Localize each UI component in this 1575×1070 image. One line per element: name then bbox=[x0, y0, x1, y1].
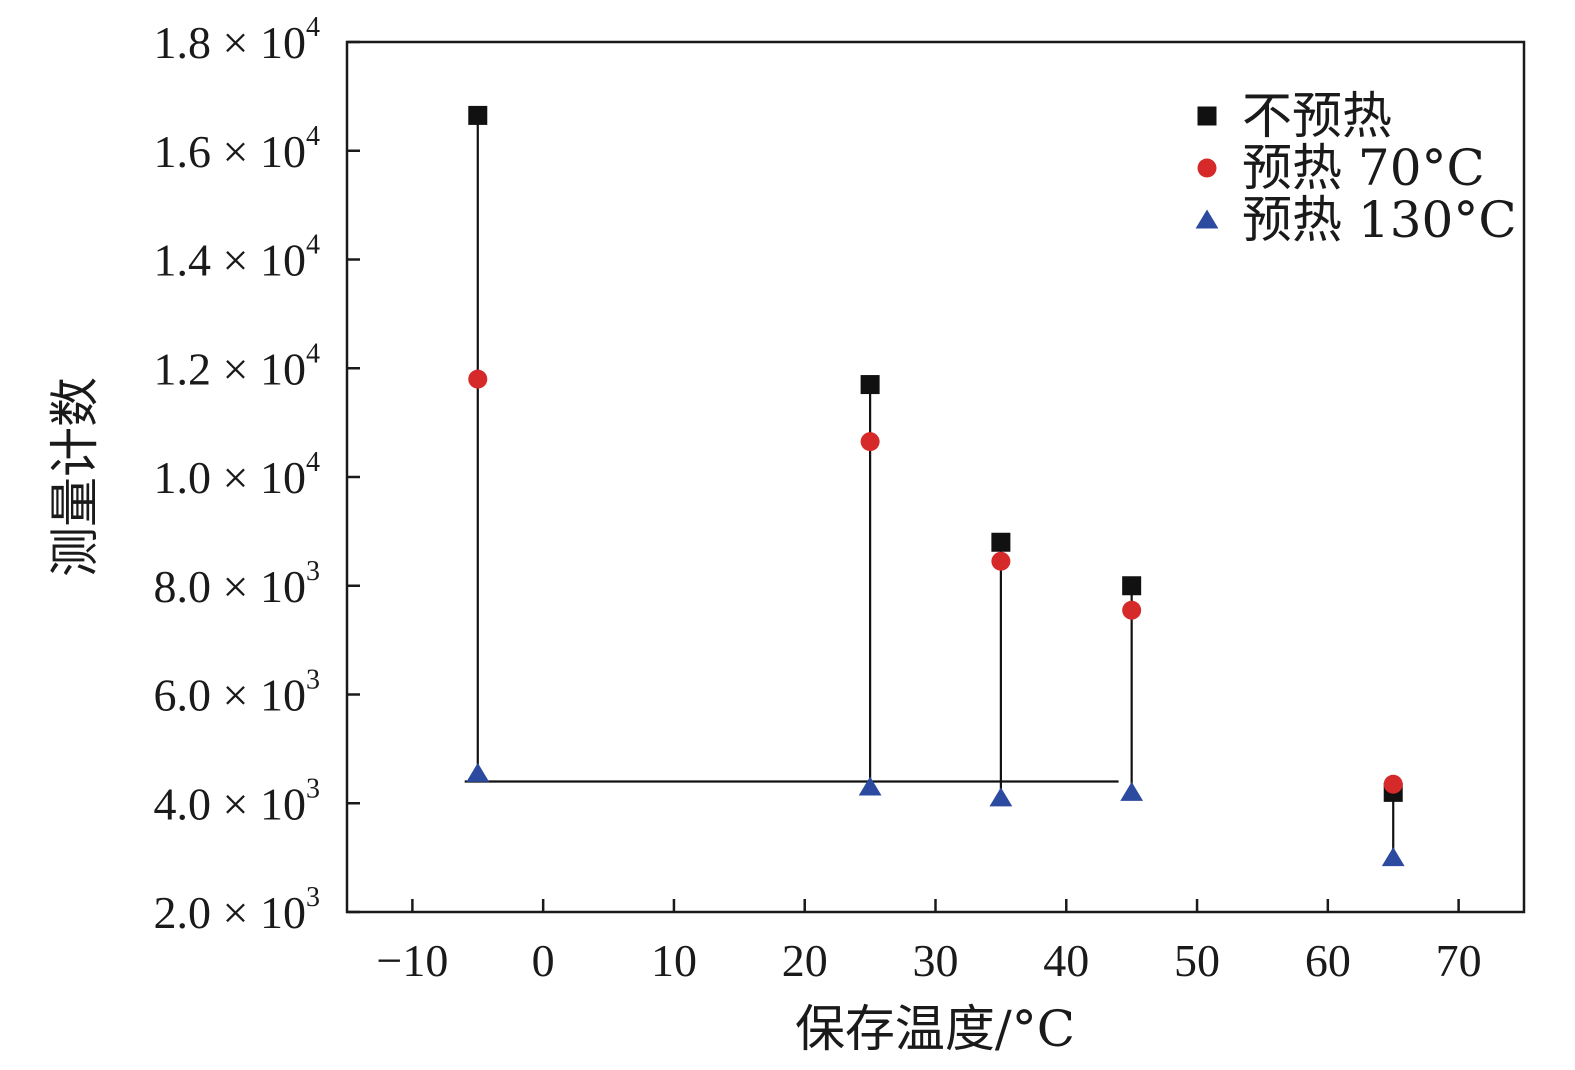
y-axis: 2.0 × 103 4.0 × 103 6.0 × 103 8.0 × 103 1.0 … bbox=[154, 12, 360, 938]
y-tick-label: 2.0 × 103 bbox=[154, 882, 320, 938]
data-point-circle bbox=[991, 551, 1011, 571]
data-point-triangle bbox=[466, 762, 490, 782]
x-axis-title: 保存温度/°C bbox=[795, 1000, 1075, 1058]
y-tick-label: 8.0 × 103 bbox=[154, 556, 320, 612]
data-point-square bbox=[991, 532, 1011, 552]
y-tick-label: 1.8 × 104 bbox=[154, 12, 320, 68]
data-point-square bbox=[1122, 576, 1142, 596]
data-point-square bbox=[860, 375, 880, 395]
y-tick-label: 4.0 × 103 bbox=[154, 773, 320, 829]
data-point-circle bbox=[860, 432, 880, 452]
data-point-triangle bbox=[989, 787, 1013, 807]
data-point-circle bbox=[468, 369, 488, 389]
x-tick-label: 10 bbox=[651, 935, 697, 986]
x-tick-label: −10 bbox=[376, 935, 448, 986]
y-tick-label: 1.0 × 104 bbox=[154, 447, 320, 503]
legend-marker-square bbox=[1197, 106, 1217, 126]
y-tick-label: 1.2 × 104 bbox=[154, 338, 320, 394]
legend-label: 不预热 bbox=[1242, 87, 1392, 145]
x-axis: −10 0 10 20 30 40 50 60 70 bbox=[376, 899, 1482, 986]
legend-marker-circle bbox=[1197, 158, 1217, 178]
x-tick-label: 30 bbox=[913, 935, 959, 986]
x-tick-label: 50 bbox=[1174, 935, 1220, 986]
data-markers bbox=[466, 105, 1405, 867]
x-tick-label: 40 bbox=[1043, 935, 1089, 986]
data-point-square bbox=[468, 105, 488, 125]
x-tick-label: 70 bbox=[1436, 935, 1482, 986]
y-axis-title: 测量计数 bbox=[46, 377, 104, 577]
y-tick-label: 1.6 × 104 bbox=[154, 121, 320, 177]
data-point-triangle bbox=[1381, 847, 1405, 867]
x-tick-label: 0 bbox=[532, 935, 555, 986]
x-tick-label: 60 bbox=[1305, 935, 1351, 986]
legend-marker-triangle bbox=[1195, 209, 1219, 229]
y-tick-label: 1.4 × 104 bbox=[154, 230, 320, 286]
data-point-circle bbox=[1122, 600, 1142, 620]
data-point-triangle bbox=[858, 776, 882, 796]
data-point-circle bbox=[1383, 774, 1403, 794]
y-tick-label: 6.0 × 103 bbox=[154, 665, 320, 721]
x-tick-label: 20 bbox=[782, 935, 828, 986]
data-point-triangle bbox=[1120, 781, 1144, 801]
legend-label: 预热 70°C bbox=[1242, 139, 1485, 197]
legend-label: 预热 130°C bbox=[1242, 191, 1517, 249]
